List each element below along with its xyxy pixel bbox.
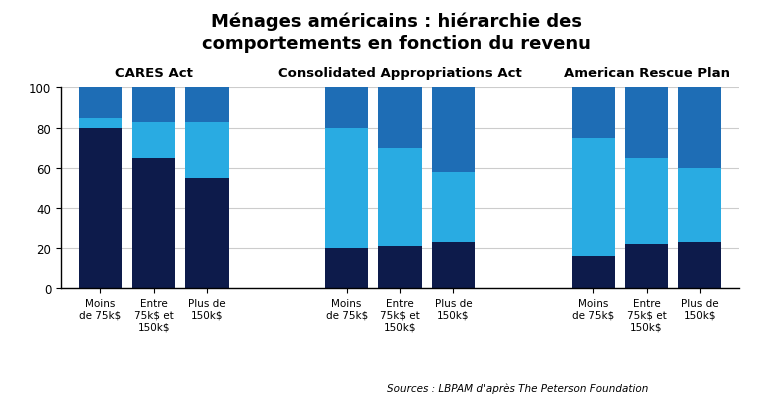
Bar bbox=[678, 88, 722, 168]
Bar bbox=[325, 249, 368, 289]
Bar bbox=[185, 178, 229, 289]
Bar bbox=[379, 148, 421, 247]
Bar bbox=[572, 138, 615, 257]
Bar bbox=[678, 168, 722, 243]
Bar bbox=[185, 122, 229, 178]
Bar bbox=[325, 128, 368, 249]
Bar bbox=[78, 88, 122, 118]
Text: CARES Act: CARES Act bbox=[114, 67, 193, 80]
Bar bbox=[132, 158, 175, 289]
Bar bbox=[625, 88, 668, 158]
Bar bbox=[379, 247, 421, 289]
Bar bbox=[572, 88, 615, 138]
Text: Sources : LBPAM d'après The Peterson Foundation: Sources : LBPAM d'après The Peterson Fou… bbox=[387, 383, 649, 393]
Bar bbox=[379, 88, 421, 148]
Bar bbox=[132, 88, 175, 122]
Bar bbox=[678, 243, 722, 289]
Bar bbox=[432, 88, 475, 172]
Bar bbox=[132, 122, 175, 158]
Bar bbox=[185, 88, 229, 122]
Bar bbox=[78, 118, 122, 128]
Text: Consolidated Appropriations Act: Consolidated Appropriations Act bbox=[278, 67, 522, 80]
Bar bbox=[572, 257, 615, 289]
Bar bbox=[625, 158, 668, 245]
Bar bbox=[625, 245, 668, 289]
Bar bbox=[432, 243, 475, 289]
Bar bbox=[432, 172, 475, 243]
Bar bbox=[78, 128, 122, 289]
Text: American Rescue Plan: American Rescue Plan bbox=[564, 67, 729, 80]
Bar bbox=[325, 88, 368, 128]
Text: Ménages américains : hiérarchie des
comportements en fonction du revenu: Ménages américains : hiérarchie des comp… bbox=[202, 12, 591, 53]
